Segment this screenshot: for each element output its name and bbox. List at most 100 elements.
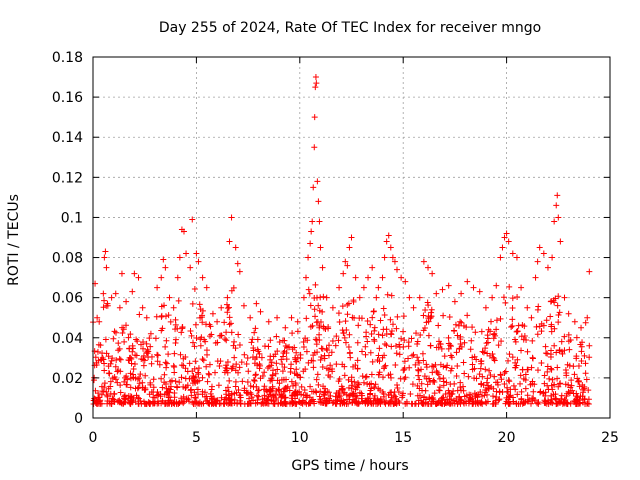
data-point [228,214,235,221]
data-point [575,378,582,385]
data-point [537,388,544,395]
data-point [497,371,504,378]
data-point [428,313,435,320]
data-point [186,360,193,367]
data-point [585,400,592,407]
data-point [193,399,200,406]
data-point [298,391,305,398]
data-point [195,365,202,372]
data-point [482,387,489,394]
data-point [566,389,573,396]
data-point [429,270,436,277]
y-tick-label: 0.04 [52,331,83,347]
data-point [398,274,405,281]
data-point [143,400,150,407]
data-point [317,244,324,251]
data-point [540,250,547,257]
data-point [282,324,289,331]
data-point [253,300,260,307]
data-point [510,382,517,389]
data-point [183,250,190,257]
data-point [388,331,395,338]
data-point [212,369,219,376]
data-point [231,354,238,361]
data-point [477,400,484,407]
data-point [558,338,565,345]
data-point [267,388,274,395]
data-point [127,384,134,391]
data-point [367,349,374,356]
data-point [319,363,326,370]
data-point [310,184,317,191]
data-point [488,318,495,325]
data-point [479,373,486,380]
data-point [300,398,307,405]
data-point [371,384,378,391]
data-point [237,392,244,399]
data-point [162,343,169,350]
y-tick-label: 0.06 [52,291,83,307]
data-point [249,336,256,343]
data-point [464,312,471,319]
data-point [150,376,157,383]
data-point [167,318,174,325]
data-point [108,294,115,301]
data-point [577,393,584,400]
data-point [199,319,206,326]
data-point [485,385,492,392]
data-point [172,378,179,385]
data-point [154,352,161,359]
data-point [414,354,421,361]
data-point [282,394,289,401]
data-point [260,386,267,393]
data-point [453,372,460,379]
data-point [176,399,183,406]
data-point [314,178,321,185]
data-point [261,392,268,399]
data-point [514,293,521,300]
data-point [318,399,325,406]
data-point [342,339,349,346]
data-point [435,322,442,329]
data-point [517,380,524,387]
data-point [201,336,208,343]
data-point [323,294,330,301]
data-point [289,346,296,353]
data-point [362,374,369,381]
data-point [519,366,526,373]
data-point [367,321,374,328]
data-point [274,348,281,355]
data-point [267,337,274,344]
data-point [457,340,464,347]
data-point [349,391,356,398]
data-point [115,340,122,347]
data-point [501,234,508,241]
data-point [548,392,555,399]
data-point [252,372,259,379]
data-point [486,367,493,374]
data-point [116,355,123,362]
data-point [521,323,528,330]
data-point [226,377,233,384]
data-point [381,399,388,406]
data-point [251,378,258,385]
data-point [314,349,321,356]
data-point [125,392,132,399]
data-point [251,329,258,336]
data-point [388,328,395,335]
data-point [514,328,521,335]
data-point [491,357,498,364]
x-tick-label: 25 [601,430,619,446]
data-point [208,383,215,390]
data-point [248,339,255,346]
data-point [380,305,387,312]
data-point [138,341,145,348]
data-point [471,390,478,397]
data-point [552,395,559,402]
data-point [524,392,531,399]
data-point [433,344,440,351]
data-point [223,362,230,369]
data-point [161,391,168,398]
data-point [243,360,250,367]
data-point [96,318,103,325]
